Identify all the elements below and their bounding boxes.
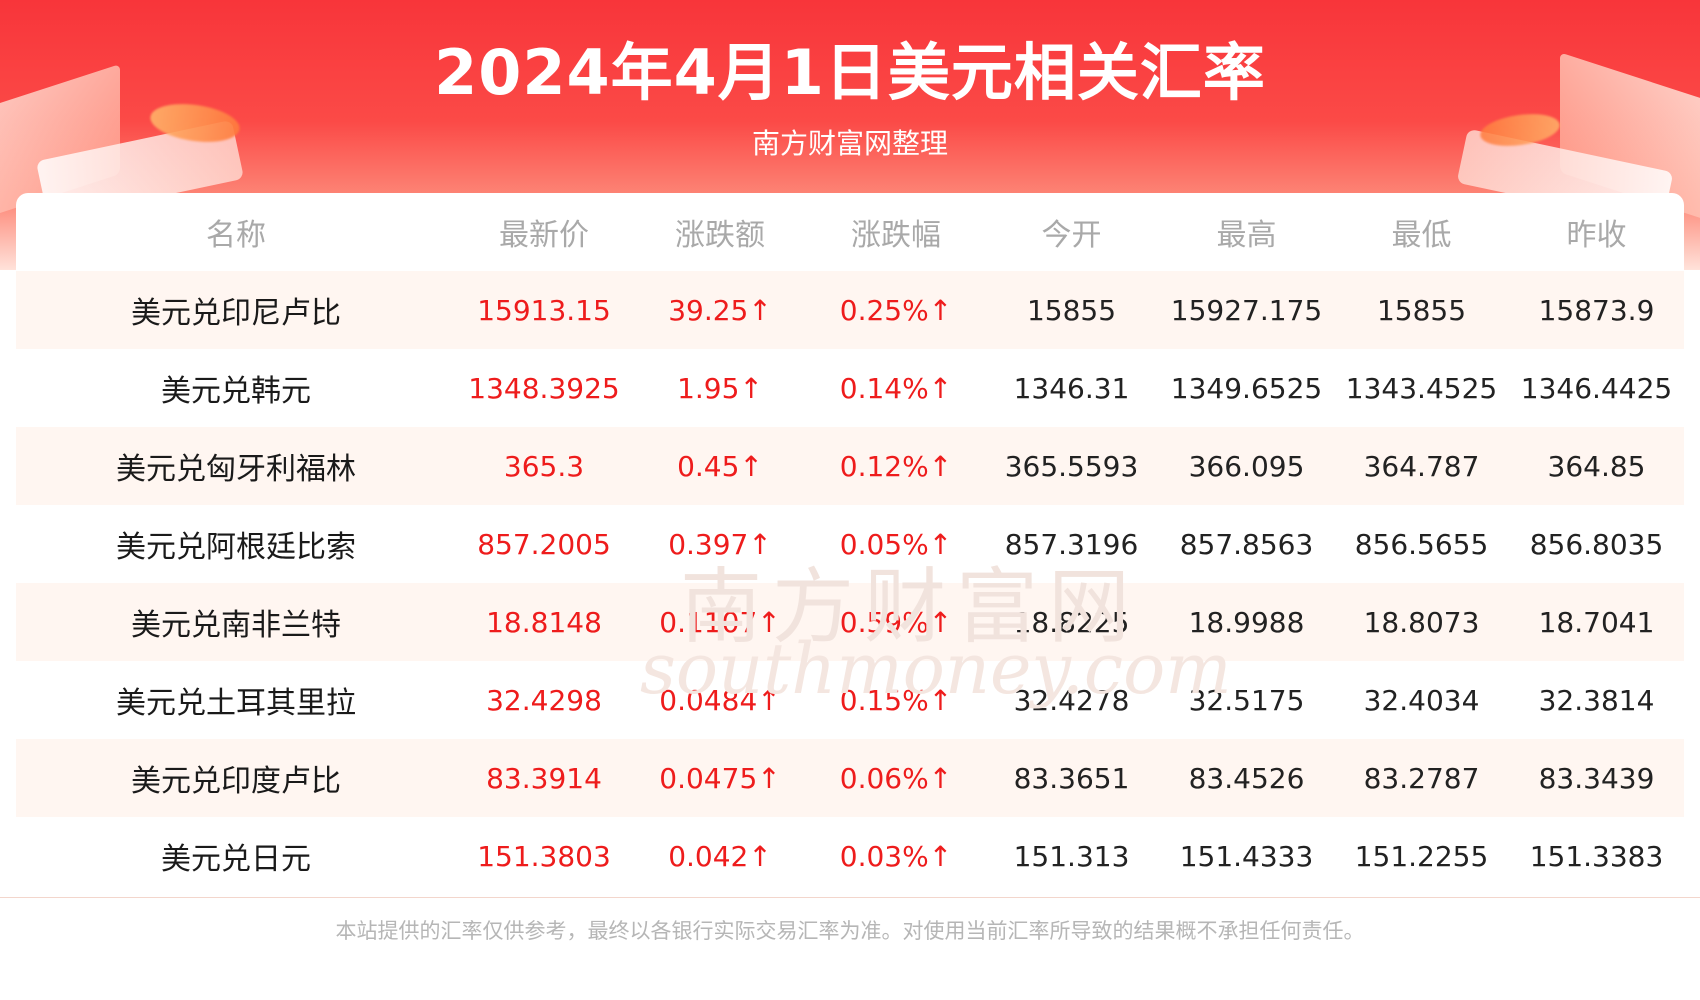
cell-prev-close: 151.3383: [1529, 839, 1664, 873]
table-row: 美元兑印尼卢比 15913.15 39.25↑ 0.25%↑ 15855 159…: [16, 271, 1684, 349]
cell-high: 83.4526: [1188, 761, 1305, 795]
cell-change-pct: 0.06%↑: [839, 761, 953, 795]
cell-name: 美元兑日元: [161, 842, 311, 877]
cell-prev-close: 83.3439: [1538, 761, 1655, 795]
cell-open: 15855: [1026, 293, 1117, 327]
cell-change-pct: 0.25%↑: [839, 293, 953, 327]
cell-prev-close: 32.3814: [1538, 683, 1655, 717]
cell-change-pct: 0.14%↑: [839, 371, 953, 405]
cell-prev-close: 856.8035: [1529, 527, 1664, 561]
cell-low: 151.2255: [1354, 839, 1489, 873]
cell-latest: 18.8148: [486, 605, 602, 639]
table-row: 美元兑韩元 1348.3925 1.95↑ 0.14%↑ 1346.31 134…: [16, 349, 1684, 427]
cell-low: 1343.4525: [1345, 371, 1498, 405]
cell-change: 0.042↑: [668, 839, 772, 873]
cell-high: 151.4333: [1179, 839, 1314, 873]
cell-name: 美元兑韩元: [161, 374, 311, 409]
cell-latest: 857.2005: [477, 527, 611, 561]
column-header-open: 今开: [1041, 218, 1102, 253]
cell-prev-close: 15873.9: [1538, 293, 1655, 327]
column-header-latest: 最新价: [499, 218, 589, 253]
cell-low: 83.2787: [1363, 761, 1480, 795]
cell-name: 美元兑印尼卢比: [131, 296, 341, 331]
cell-change: 0.45↑: [677, 449, 763, 483]
cell-change: 0.0484↑: [659, 683, 781, 717]
cell-change: 39.25↑: [668, 293, 772, 327]
cell-high: 1349.6525: [1170, 371, 1323, 405]
page-subtitle: 南方财富网整理: [751, 127, 948, 160]
cell-name: 美元兑阿根廷比索: [116, 530, 356, 565]
cell-latest: 365.3: [503, 449, 585, 483]
column-header-prev-close: 昨收: [1566, 218, 1627, 253]
table-row: 美元兑阿根廷比索 857.2005 0.397↑ 0.05%↑ 857.3196…: [16, 505, 1684, 583]
column-header-low: 最低: [1391, 218, 1452, 253]
cell-latest: 83.3914: [486, 761, 602, 795]
cell-low: 32.4034: [1363, 683, 1480, 717]
column-header-name: 名称: [206, 218, 266, 253]
cell-change-pct: 0.59%↑: [839, 605, 953, 639]
rate-table: 名称 最新价 涨跌额 涨跌幅 今开 最高 最低 昨收 美元兑印尼卢比 15913…: [16, 193, 1684, 897]
cell-name: 美元兑南非兰特: [131, 608, 341, 643]
cell-high: 32.5175: [1188, 683, 1305, 717]
table-row: 美元兑匈牙利福林 365.3 0.45↑ 0.12%↑ 365.5593 366…: [16, 427, 1684, 505]
divider: [0, 897, 1700, 898]
cell-open: 365.5593: [1004, 449, 1139, 483]
cell-latest: 32.4298: [486, 683, 602, 717]
table-header: 名称 最新价 涨跌额 涨跌幅 今开 最高 最低 昨收: [16, 193, 1684, 271]
cell-low: 15855: [1376, 293, 1467, 327]
cell-prev-close: 18.7041: [1538, 605, 1655, 639]
cell-prev-close: 1346.4425: [1520, 371, 1673, 405]
cell-open: 857.3196: [1004, 527, 1139, 561]
column-header-change: 涨跌额: [675, 218, 765, 253]
cell-high: 15927.175: [1170, 293, 1323, 327]
cell-latest: 1348.3925: [468, 371, 620, 405]
cell-change: 1.95↑: [677, 371, 763, 405]
cell-name: 美元兑匈牙利福林: [116, 452, 356, 487]
cell-open: 18.8225: [1013, 605, 1130, 639]
table-row: 美元兑南非兰特 18.8148 0.1107↑ 0.59%↑ 18.8225 1…: [16, 583, 1684, 661]
cell-low: 856.5655: [1354, 527, 1489, 561]
cell-latest: 15913.15: [477, 293, 611, 327]
disclaimer: 本站提供的汇率仅供参考，最终以各银行实际交易汇率为准。对使用当前汇率所导致的结果…: [335, 919, 1365, 943]
table-row: 美元兑土耳其里拉 32.4298 0.0484↑ 0.15%↑ 32.4278 …: [16, 661, 1684, 739]
table-row: 美元兑印度卢比 83.3914 0.0475↑ 0.06%↑ 83.3651 8…: [16, 739, 1684, 817]
cell-change-pct: 0.15%↑: [839, 683, 953, 717]
cell-change: 0.1107↑: [659, 605, 781, 639]
cell-name: 美元兑印度卢比: [131, 764, 341, 799]
cell-change: 0.397↑: [668, 527, 772, 561]
cell-high: 18.9988: [1188, 605, 1305, 639]
cell-change-pct: 0.12%↑: [839, 449, 953, 483]
cell-prev-close: 364.85: [1547, 449, 1646, 483]
cell-open: 1346.31: [1013, 371, 1130, 405]
cell-low: 18.8073: [1363, 605, 1480, 639]
cell-high: 366.095: [1188, 449, 1305, 483]
cell-change-pct: 0.05%↑: [839, 527, 953, 561]
table-row: 美元兑日元 151.3803 0.042↑ 0.03%↑ 151.313 151…: [16, 817, 1684, 895]
column-header-change-pct: 涨跌幅: [851, 218, 941, 253]
cell-latest: 151.3803: [477, 839, 611, 873]
column-header-high: 最高: [1216, 218, 1277, 253]
cell-change-pct: 0.03%↑: [839, 839, 953, 873]
cell-high: 857.8563: [1179, 527, 1314, 561]
cell-open: 83.3651: [1013, 761, 1130, 795]
page-title: 2024年4月1日美元相关汇率: [434, 36, 1266, 109]
cell-change: 0.0475↑: [659, 761, 781, 795]
cell-open: 32.4278: [1013, 683, 1130, 717]
cell-open: 151.313: [1013, 839, 1130, 873]
cell-low: 364.787: [1363, 449, 1480, 483]
cell-name: 美元兑土耳其里拉: [116, 686, 356, 721]
